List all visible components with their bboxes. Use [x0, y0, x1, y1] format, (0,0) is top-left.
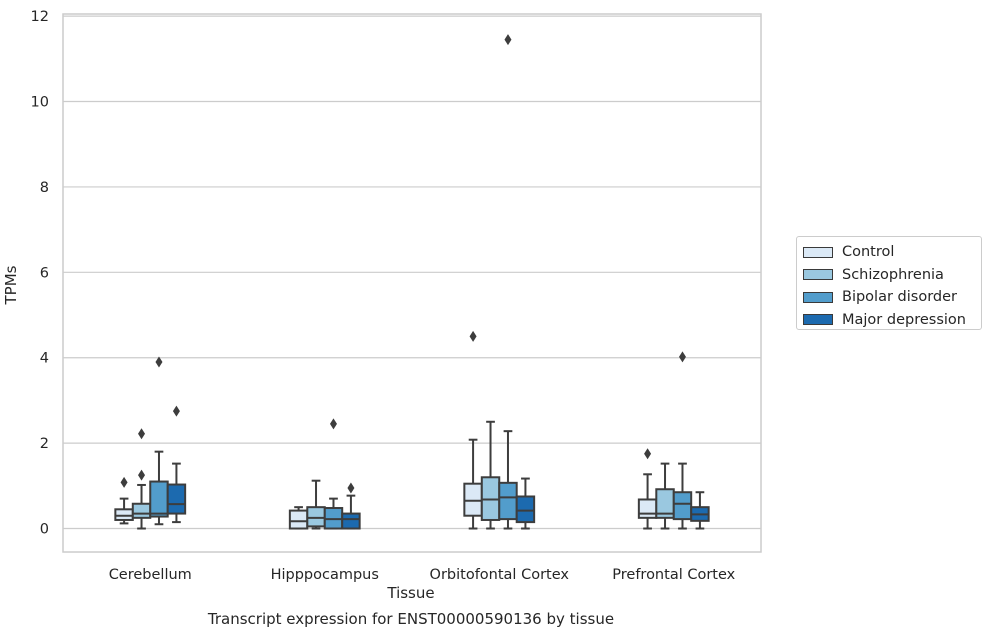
box-iqr [672, 491, 693, 521]
outlier-point [172, 405, 180, 417]
legend-swatch-major-depression [803, 314, 833, 326]
legend-label: Bipolar disorder [842, 289, 957, 306]
box-bipolar-disorder-0 [149, 356, 169, 526]
box-major-depression-2 [515, 477, 536, 530]
box-iqr [288, 509, 309, 530]
y-tick-label: 0 [40, 522, 49, 538]
box-control-3 [637, 448, 658, 530]
box-iqr [341, 512, 361, 530]
boxes [114, 34, 710, 530]
box-schizophrenia-3 [655, 462, 675, 530]
outlier-point [678, 351, 686, 363]
legend-item: Bipolar disorder [803, 286, 981, 309]
box-iqr [131, 502, 152, 519]
legend-swatch-schizophrenia [803, 269, 833, 281]
y-tick-label: 2 [40, 436, 49, 452]
legend-item: Control [803, 241, 981, 264]
outlier-point [120, 476, 128, 488]
legend-label: Control [842, 244, 895, 261]
x-tick-label: Orbitofontal Cortex [430, 567, 570, 583]
box-iqr [306, 506, 326, 528]
box-bipolar-disorder-1 [323, 418, 344, 530]
box-bipolar-disorder-2 [498, 34, 518, 530]
box-iqr [114, 508, 134, 521]
box-bipolar-disorder-3 [672, 351, 693, 530]
y-axis-label: TPMs [2, 265, 20, 305]
legend-swatch-bipolar [803, 291, 833, 303]
box-control-1 [288, 506, 309, 530]
legend-item: Schizophrenia [803, 264, 981, 287]
y-tick-label: 4 [40, 351, 49, 367]
figure-caption: Transcript expression for ENST0000059013… [207, 610, 615, 628]
box-iqr [637, 498, 658, 519]
box-control-2 [463, 330, 483, 530]
gridlines [63, 15, 761, 530]
y-axis-ticks: 0 2 4 6 8 10 12 [31, 9, 49, 537]
outlier-point [504, 34, 512, 46]
x-tick-label: Hipppocampus [271, 567, 379, 583]
x-axis-label: Tissue [386, 584, 434, 602]
box-schizophrenia-0 [131, 428, 152, 530]
outlier-point [469, 330, 477, 342]
outlier-point [347, 482, 355, 494]
box-schizophrenia-2 [480, 420, 501, 530]
box-iqr [463, 482, 483, 517]
x-axis-ticks: Cerebellum Hipppocampus Orbitofontal Corte… [109, 567, 736, 583]
y-tick-label: 10 [31, 95, 49, 111]
x-tick-label: Cerebellum [109, 567, 192, 583]
box-major-depression-0 [166, 405, 187, 524]
box-control-0 [114, 476, 134, 525]
x-tick-label: Prefrontal Cortex [612, 567, 735, 583]
box-major-depression-1 [341, 482, 361, 530]
box-iqr [149, 480, 169, 518]
outlier-point [138, 469, 146, 481]
legend: Control Schizophrenia Bipolar disorder M… [796, 236, 982, 330]
box-iqr [498, 481, 518, 521]
box-major-depression-3 [690, 491, 710, 530]
legend-swatch-control [803, 246, 833, 258]
y-tick-label: 8 [40, 180, 49, 196]
outlier-point [644, 448, 652, 460]
box-schizophrenia-1 [306, 479, 326, 530]
box-iqr [166, 483, 187, 515]
legend-label: Major depression [842, 311, 966, 328]
plot-area-frame [62, 13, 762, 553]
outlier-point [138, 428, 146, 440]
outlier-point [155, 356, 163, 368]
y-tick-label: 6 [40, 265, 49, 281]
legend-item: Major depression [803, 309, 981, 332]
y-tick-label: 12 [31, 9, 49, 25]
outlier-point [329, 418, 337, 430]
box-iqr [515, 495, 536, 524]
legend-label: Schizophrenia [842, 266, 944, 283]
